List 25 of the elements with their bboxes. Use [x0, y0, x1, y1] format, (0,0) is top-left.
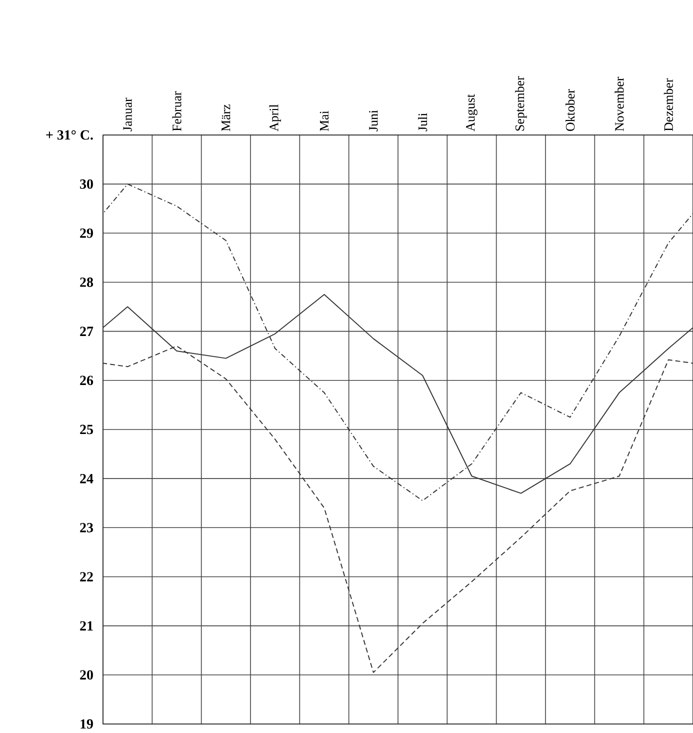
- y-tick-label: 22: [80, 572, 93, 582]
- x-tick-label: Dezember: [664, 78, 673, 132]
- y-tick-label: 24: [80, 474, 94, 484]
- y-tick-label: + 31° C.: [46, 130, 93, 140]
- y-tick-label: 20: [80, 670, 93, 680]
- x-tick-label: Juli: [418, 112, 428, 132]
- y-tick-label: 23: [80, 522, 94, 532]
- x-tick-label: März: [222, 104, 230, 132]
- y-tick-label: 28: [80, 278, 94, 287]
- y-tick-label: 19: [80, 719, 93, 729]
- y-tick-label: 29: [80, 228, 93, 238]
- y-tick-label: 21: [80, 621, 93, 630]
- x-tick-label: November: [614, 76, 624, 132]
- x-tick-label: Oktober: [566, 89, 575, 131]
- x-tick-label: April: [269, 104, 281, 132]
- x-tick-label: Juni: [369, 110, 378, 132]
- x-tick-label: Februar: [172, 91, 182, 132]
- x-tick-label: Januar: [123, 98, 132, 132]
- y-tick-label: 26: [80, 376, 94, 386]
- y-tick-label: 25: [80, 424, 93, 434]
- x-tick-label: Mai: [320, 110, 329, 132]
- y-tick-label: 30: [80, 179, 93, 189]
- x-tick-label: August: [466, 94, 478, 132]
- x-tick-label: September: [515, 76, 527, 131]
- y-tick-label: 27: [80, 326, 94, 336]
